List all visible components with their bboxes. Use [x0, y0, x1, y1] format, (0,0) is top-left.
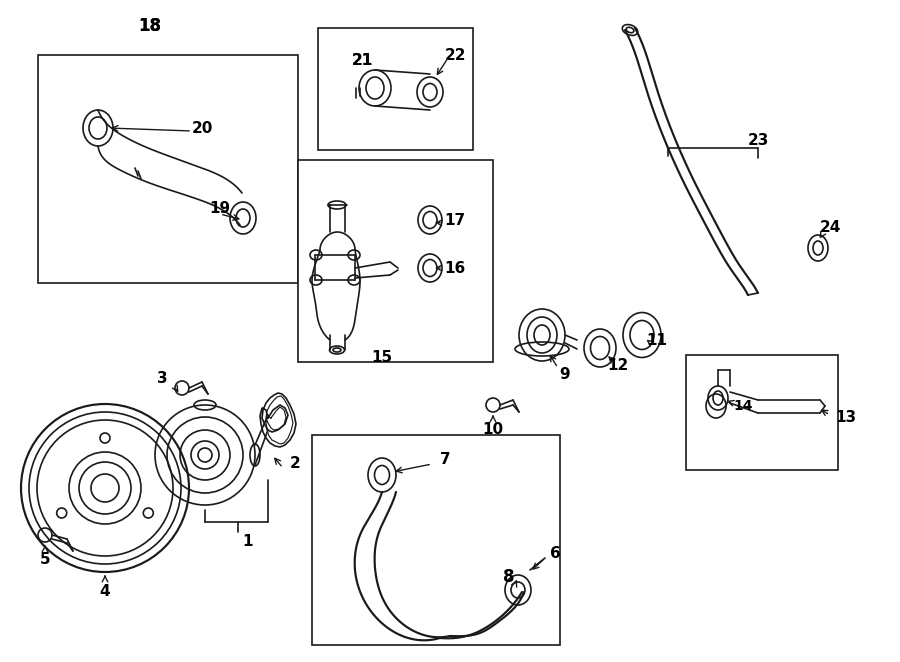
Text: 5: 5 [40, 553, 50, 567]
Text: 16: 16 [445, 261, 465, 275]
Text: 18: 18 [139, 17, 161, 35]
Text: 12: 12 [608, 357, 628, 373]
Text: 18: 18 [139, 17, 161, 35]
Text: 9: 9 [560, 367, 571, 381]
Text: 20: 20 [192, 120, 212, 136]
Polygon shape [260, 393, 296, 447]
Text: 14: 14 [733, 399, 752, 413]
Bar [686, 355, 838, 470]
Text: 21: 21 [351, 52, 373, 68]
Bar [312, 435, 560, 645]
Bar [298, 160, 493, 362]
Text: 23: 23 [747, 132, 769, 148]
Text: 6: 6 [550, 547, 561, 561]
Text: 17: 17 [445, 213, 465, 228]
Text: 4: 4 [100, 585, 111, 600]
Bar [318, 28, 473, 150]
Text: 24: 24 [819, 220, 841, 234]
Text: 21: 21 [351, 52, 373, 68]
Text: 15: 15 [372, 350, 392, 365]
Text: 2: 2 [290, 457, 301, 471]
Text: 10: 10 [482, 422, 504, 438]
Text: 8: 8 [503, 568, 515, 586]
Text: 7: 7 [440, 453, 450, 467]
Bar [38, 55, 298, 283]
Text: 3: 3 [157, 371, 167, 385]
Text: 13: 13 [835, 410, 856, 426]
Text: 19: 19 [210, 201, 230, 216]
Text: 22: 22 [445, 48, 466, 62]
Text: 1: 1 [243, 534, 253, 549]
Text: 11: 11 [646, 332, 668, 348]
